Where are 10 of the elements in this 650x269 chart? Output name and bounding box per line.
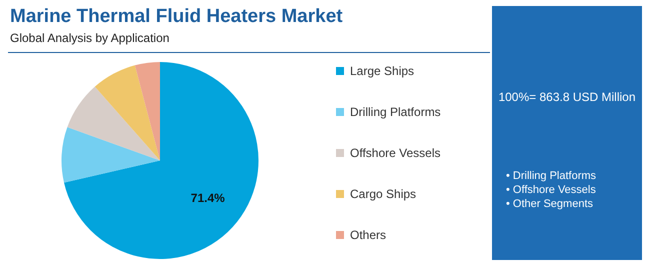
legend-label: Large Ships [350, 64, 414, 78]
legend-label: Cargo Ships [350, 187, 416, 201]
legend-label: Offshore Vessels [350, 146, 440, 160]
legend-label: Others [350, 228, 386, 242]
text: • Drilling Platforms • Offshore Vessels • Other Segments [506, 169, 596, 211]
data-label: 71.4% [190, 190, 226, 205]
chart-subtitle: Global Analysis by Application [10, 31, 170, 45]
chart-title: Marine Thermal Fluid Heaters Market [10, 6, 343, 28]
text: 100%= 863.8 USD Million [497, 90, 637, 104]
legend-label: Drilling Platforms [350, 105, 441, 119]
